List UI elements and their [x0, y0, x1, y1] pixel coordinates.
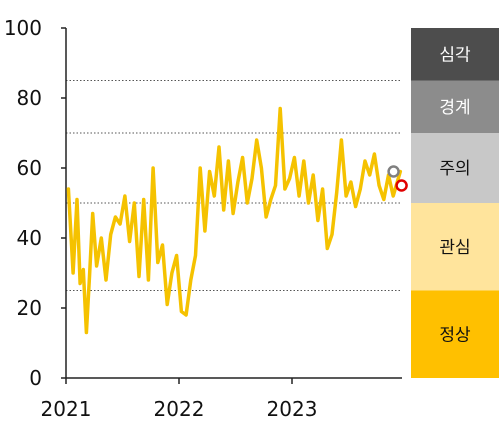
end-marker	[395, 179, 408, 192]
x-tick-label: 2022	[154, 397, 205, 421]
y-tick-labels: 0 20 40 60 80 100	[4, 16, 66, 390]
band-label: 관심	[439, 238, 470, 258]
band-rect	[411, 80, 499, 133]
x-tick-label: 2023	[267, 397, 318, 421]
band-rect	[411, 290, 499, 378]
series-layer	[66, 106, 403, 335]
band-label: 심각	[439, 45, 471, 65]
x-tick-label: 2021	[41, 397, 92, 421]
y-tick-label: 40	[17, 226, 42, 250]
band-rect	[411, 28, 499, 81]
y-tick-label: 60	[17, 156, 42, 180]
band-label: 경계	[439, 98, 470, 118]
y-tick-label: 80	[17, 86, 42, 110]
y-tick-label: 100	[4, 16, 42, 40]
band-label: 정상	[439, 325, 471, 345]
y-tick-label: 20	[17, 296, 42, 320]
marker-layer	[387, 165, 408, 192]
band-rect	[411, 203, 499, 291]
band-label: 주의	[439, 159, 470, 179]
series-line	[66, 106, 403, 335]
y-tick-label: 0	[29, 366, 42, 390]
axes	[65, 28, 402, 379]
band-rect	[411, 133, 499, 203]
x-tick-labels: 2021 2022 2023	[41, 378, 318, 421]
end-marker	[387, 165, 400, 178]
